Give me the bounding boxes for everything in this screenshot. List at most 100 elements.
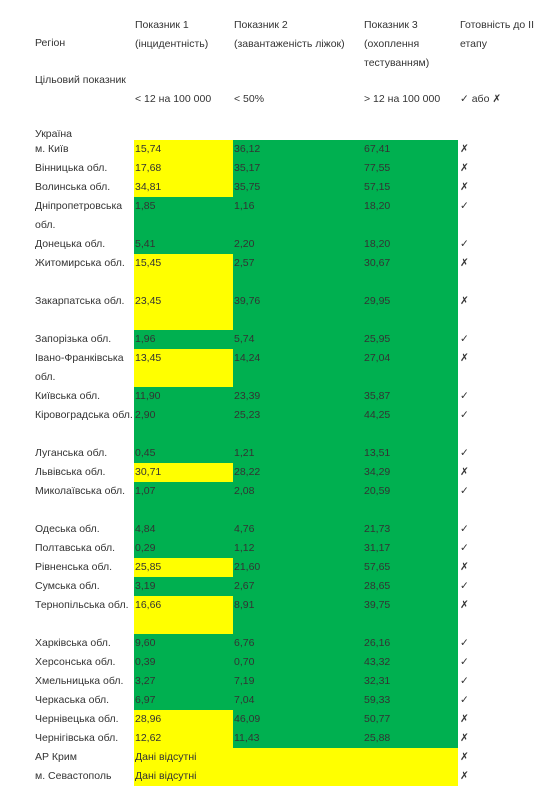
region-cell: Харківська обл.	[35, 637, 111, 649]
indicator-1-cell: 25,85	[134, 558, 233, 577]
indicator-2-cell: 4,76	[233, 520, 363, 539]
col-header-region-text: Регіон	[35, 37, 66, 49]
indicator-3-cell: 57,15	[363, 178, 458, 197]
indicator-3-cell: 20,59	[363, 482, 458, 520]
region-cell: Житомирська обл.	[35, 257, 125, 269]
indicator-2-cell: 5,74	[233, 330, 363, 349]
indicator-2-cell: 11,43	[233, 729, 363, 748]
indicator-1-cell: 28,96	[134, 710, 233, 729]
region-cell: Полтавська обл.	[35, 542, 116, 554]
indicator-1-cell: 30,71	[134, 463, 233, 482]
indicator-2-cell: 1,16	[233, 197, 363, 235]
indicator-1-cell: 5,41	[134, 235, 233, 254]
indicator-2-cell: 35,17	[233, 159, 363, 178]
no-data-cell: Дані відсутні	[134, 767, 458, 786]
region-cell: Дніпропетровська обл.	[35, 200, 123, 231]
readiness-cell: ✗	[460, 732, 469, 744]
region-cell: Луганська обл.	[35, 447, 108, 459]
indicator-3-cell: 18,20	[363, 235, 458, 254]
region-cell: Херсонська обл.	[35, 656, 116, 668]
indicator-3-cell: 43,32	[363, 653, 458, 672]
indicator-1-cell: 23,45	[134, 292, 233, 330]
indicator-3-cell: 21,73	[363, 520, 458, 539]
readiness-cell: ✓	[460, 390, 469, 402]
region-cell: Хмельницька обл.	[35, 675, 124, 687]
indicator-1-cell: 2,90	[134, 406, 233, 444]
indicator-2-cell: 7,19	[233, 672, 363, 691]
region-cell: Чернівецька обл.	[35, 713, 119, 725]
readiness-cell: ✓	[460, 656, 469, 668]
region-cell: м. Севастополь	[35, 770, 112, 782]
readiness-cell: ✓	[460, 200, 469, 212]
readiness-cell: ✗	[460, 257, 469, 269]
indicator-3-cell: 35,87	[363, 387, 458, 406]
target-indicator-3-text: > 12 на 100 000	[364, 93, 441, 105]
col-header-region: Регіон	[34, 14, 134, 71]
col-header-readiness: Готовність до II етапу	[460, 19, 534, 50]
ukraine-row: Україна	[34, 128, 536, 140]
indicator-1-cell: 17,68	[134, 159, 233, 178]
readiness-cell: ✗	[460, 599, 469, 611]
table-row: Тернопільська обл. 16,66 8,91 39,75 ✗	[34, 596, 536, 634]
table-row: Вінницька обл. 17,68 35,17 77,55 ✗	[34, 159, 536, 178]
indicator-1-cell: 16,66	[134, 596, 233, 634]
table-row: Житомирська обл. 15,45 2,57 30,67 ✗	[34, 254, 536, 292]
region-cell: Закарпатська обл.	[35, 295, 125, 307]
table-row: Херсонська обл. 0,39 0,70 43,32 ✓	[34, 653, 536, 672]
indicator-1-cell: 1,85	[134, 197, 233, 235]
indicator-3-cell: 57,65	[363, 558, 458, 577]
region-cell: Рівненська обл.	[35, 561, 113, 573]
indicator-2-cell: 23,39	[233, 387, 363, 406]
target-indicator-1-text: < 12 на 100 000	[135, 93, 212, 105]
table-row: м. Київ 15,74 36,12 67,41 ✗	[34, 140, 536, 159]
table-row: Закарпатська обл. 23,45 39,76 29,95 ✗	[34, 292, 536, 330]
readiness-cell: ✓	[460, 580, 469, 592]
table-row: Донецька обл. 5,41 2,20 18,20 ✓	[34, 235, 536, 254]
col-header-indicator-1: Показник 1 (інцидентність)	[135, 19, 209, 50]
indicator-2-cell: 39,76	[233, 292, 363, 330]
table-row: Кіровоградська обл. 2,90 25,23 44,25 ✓	[34, 406, 536, 444]
indicator-1-cell: 15,74	[134, 140, 233, 159]
indicator-2-cell: 14,24	[233, 349, 363, 387]
indicator-1-cell: 0,29	[134, 539, 233, 558]
indicator-2-cell: 7,04	[233, 691, 363, 710]
indicator-2-cell: 25,23	[233, 406, 363, 444]
readiness-cell: ✓	[460, 485, 469, 497]
table-row: Харківська обл. 9,60 6,76 26,16 ✓	[34, 634, 536, 653]
indicator-1-cell: 12,62	[134, 729, 233, 748]
indicator-2-cell: 36,12	[233, 140, 363, 159]
indicator-1-cell: 9,60	[134, 634, 233, 653]
readiness-cell: ✓	[460, 694, 469, 706]
region-cell: м. Київ	[35, 143, 69, 155]
indicator-3-cell: 13,51	[363, 444, 458, 463]
indicator-3-cell: 30,67	[363, 254, 458, 292]
region-cell: Чернігівська обл.	[35, 732, 119, 744]
indicator-2-cell: 1,21	[233, 444, 363, 463]
readiness-cell: ✗	[460, 713, 469, 725]
target-label: Цільовий показник	[35, 74, 126, 86]
indicator-2-cell: 2,57	[233, 254, 363, 292]
indicator-1-cell: 1,07	[134, 482, 233, 520]
indicator-3-cell: 26,16	[363, 634, 458, 653]
indicator-2-cell: 8,91	[233, 596, 363, 634]
indicator-3-cell: 77,55	[363, 159, 458, 178]
indicator-1-cell: 34,81	[134, 178, 233, 197]
indicator-1-cell: 3,27	[134, 672, 233, 691]
table-row: Івано-Франківська обл. 13,45 14,24 27,04 ✗	[34, 349, 536, 387]
indicator-1-cell: 11,90	[134, 387, 233, 406]
indicator-3-cell: 25,88	[363, 729, 458, 748]
region-cell: Івано-Франківська обл.	[35, 352, 124, 383]
indicator-2-cell: 2,08	[233, 482, 363, 520]
indicator-3-cell: 28,65	[363, 577, 458, 596]
indicator-3-cell: 18,20	[363, 197, 458, 235]
region-cell: Тернопільська обл.	[35, 599, 129, 611]
indicator-3-cell: 39,75	[363, 596, 458, 634]
indicator-1-cell: 4,84	[134, 520, 233, 539]
target-readiness: ✓ або ✗	[458, 71, 536, 128]
table-row: Львівська обл. 30,71 28,22 34,29 ✗	[34, 463, 536, 482]
readiness-cell: ✗	[460, 751, 469, 763]
table-row: Сумська обл. 3,19 2,67 28,65 ✓	[34, 577, 536, 596]
readiness-cell: ✓	[460, 447, 469, 459]
region-cell: АР Крим	[35, 751, 77, 763]
table-row: Миколаївська обл. 1,07 2,08 20,59 ✓	[34, 482, 536, 520]
